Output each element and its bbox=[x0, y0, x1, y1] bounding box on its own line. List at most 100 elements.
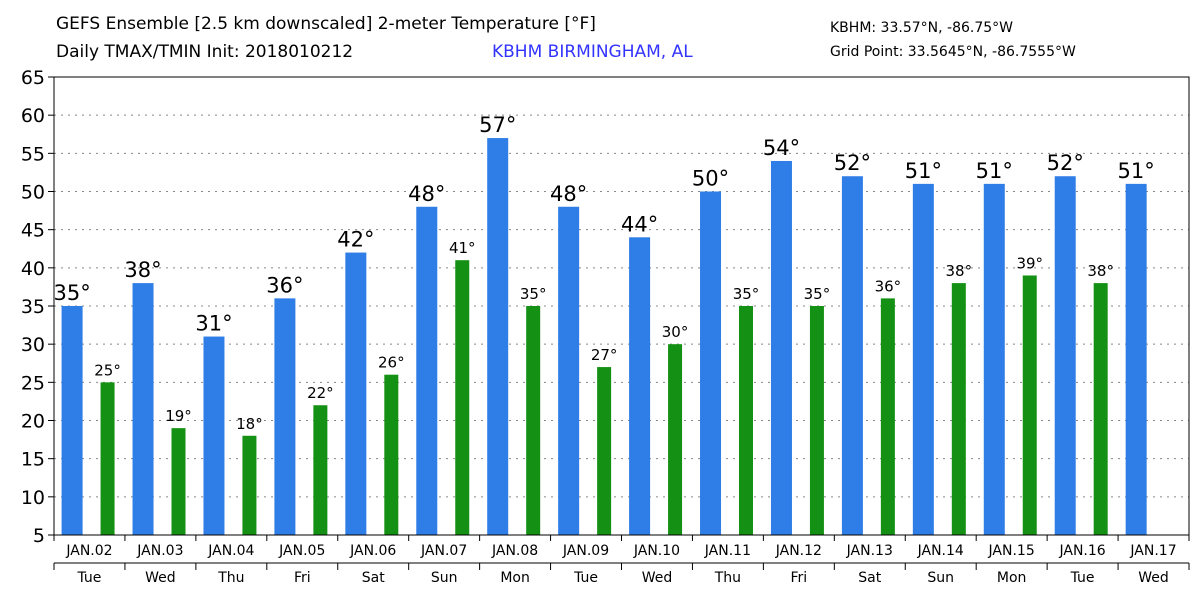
tmax-bar bbox=[841, 176, 863, 535]
y-tick-label: 25 bbox=[21, 372, 45, 394]
tmin-value-label: 26° bbox=[378, 354, 405, 372]
x-date-label: JAN.03 bbox=[136, 543, 183, 559]
y-tick-label: 65 bbox=[21, 67, 45, 89]
tmax-bar bbox=[203, 336, 225, 535]
x-day-label: Mon bbox=[997, 570, 1027, 586]
x-date-label: JAN.02 bbox=[65, 543, 112, 559]
station-coordinates: KBHM: 33.57°N, -86.75°W bbox=[830, 20, 1013, 36]
tmin-value-label: 36° bbox=[875, 277, 902, 295]
x-date-label: JAN.10 bbox=[633, 543, 680, 559]
x-day-label: Sun bbox=[431, 570, 458, 586]
tmax-value-label: 36° bbox=[266, 273, 303, 297]
tmin-bar bbox=[880, 298, 895, 535]
tmax-bar bbox=[770, 160, 792, 535]
y-tick-label: 10 bbox=[21, 487, 45, 509]
tmin-bar bbox=[455, 260, 470, 535]
tmax-value-label: 50° bbox=[692, 167, 729, 191]
tmax-value-label: 44° bbox=[621, 212, 658, 236]
tmin-bar bbox=[951, 283, 966, 535]
x-date-label: JAN.16 bbox=[1058, 543, 1105, 559]
tmax-value-label: 35° bbox=[53, 281, 90, 305]
tmax-bar bbox=[345, 252, 367, 536]
station-name: KBHM BIRMINGHAM, AL bbox=[492, 42, 693, 62]
x-day-label: Wed bbox=[145, 570, 176, 586]
x-day-label: Sun bbox=[927, 570, 954, 586]
x-date-label: JAN.14 bbox=[917, 543, 964, 559]
y-tick-label: 35 bbox=[21, 296, 45, 318]
tmax-bar bbox=[487, 138, 509, 536]
tmin-bar bbox=[668, 344, 683, 535]
tmin-value-label: 39° bbox=[1016, 254, 1043, 272]
tmax-bar bbox=[983, 183, 1005, 535]
x-day-label: Sat bbox=[858, 570, 881, 586]
chart-title: GEFS Ensemble [2.5 km downscaled] 2-mete… bbox=[56, 14, 596, 34]
tmax-value-label: 48° bbox=[550, 182, 587, 206]
tmax-bar bbox=[416, 206, 438, 535]
tmin-bar bbox=[738, 306, 753, 535]
tmin-bar bbox=[526, 306, 541, 535]
tmin-bar bbox=[809, 306, 824, 535]
tmax-value-label: 51° bbox=[905, 159, 942, 183]
tmax-bar bbox=[700, 191, 722, 535]
tmax-value-label: 52° bbox=[834, 151, 871, 175]
x-date-label: JAN.06 bbox=[349, 543, 396, 559]
tmin-bar bbox=[100, 382, 115, 535]
tmin-value-label: 38° bbox=[946, 262, 973, 280]
y-tick-label: 5 bbox=[33, 525, 45, 547]
tmin-bar bbox=[597, 367, 612, 535]
tmax-value-label: 54° bbox=[763, 136, 800, 160]
tmax-bar bbox=[1054, 176, 1076, 535]
tmin-value-label: 19° bbox=[165, 407, 192, 425]
tmax-bar bbox=[558, 206, 580, 535]
y-tick-label: 30 bbox=[21, 334, 45, 356]
tmin-value-label: 41° bbox=[449, 239, 476, 257]
tmax-bar bbox=[132, 283, 154, 535]
x-day-label: Tue bbox=[573, 570, 598, 586]
x-day-label: Thu bbox=[714, 570, 741, 586]
x-date-label: JAN.07 bbox=[420, 543, 467, 559]
x-date-label: JAN.08 bbox=[491, 543, 538, 559]
tmax-bar bbox=[912, 183, 934, 535]
tmax-bar bbox=[61, 306, 83, 535]
tmin-bar bbox=[313, 405, 328, 535]
x-day-label: Fri bbox=[791, 570, 808, 586]
tmin-bar bbox=[171, 428, 186, 535]
tmin-value-label: 38° bbox=[1087, 262, 1114, 280]
tmax-value-label: 42° bbox=[337, 228, 374, 252]
tmax-bar bbox=[1125, 183, 1147, 535]
grid-point-coordinates: Grid Point: 33.5645°N, -86.7555°W bbox=[830, 44, 1076, 60]
tmax-value-label: 51° bbox=[1118, 159, 1155, 183]
y-tick-label: 50 bbox=[21, 182, 45, 204]
y-tick-label: 20 bbox=[21, 411, 45, 433]
x-day-label: Tue bbox=[1070, 570, 1095, 586]
x-day-label: Tue bbox=[77, 570, 102, 586]
tmax-value-label: 51° bbox=[976, 159, 1013, 183]
x-date-label: JAN.15 bbox=[988, 543, 1035, 559]
x-date-label: JAN.05 bbox=[278, 543, 325, 559]
tmin-value-label: 27° bbox=[591, 346, 618, 364]
x-date-label: JAN.12 bbox=[775, 543, 822, 559]
tmin-value-label: 35° bbox=[520, 285, 547, 303]
tmin-value-label: 35° bbox=[733, 285, 760, 303]
chart-subtitle: Daily TMAX/TMIN Init: 2018010212 bbox=[56, 42, 354, 62]
tmin-value-label: 22° bbox=[307, 384, 334, 402]
x-date-label: JAN.17 bbox=[1129, 543, 1176, 559]
tmax-value-label: 31° bbox=[195, 312, 232, 336]
y-tick-label: 15 bbox=[21, 449, 45, 471]
tmin-bar bbox=[384, 374, 399, 535]
tmin-value-label: 30° bbox=[662, 323, 689, 341]
tmax-value-label: 48° bbox=[408, 182, 445, 206]
tmax-bar bbox=[274, 298, 296, 535]
tmin-bar bbox=[242, 435, 257, 535]
x-day-label: Sat bbox=[362, 570, 385, 586]
x-day-label: Thu bbox=[217, 570, 244, 586]
y-tick-label: 55 bbox=[21, 143, 45, 165]
x-date-label: JAN.13 bbox=[846, 543, 893, 559]
x-day-label: Fri bbox=[294, 570, 311, 586]
tmax-value-label: 52° bbox=[1047, 151, 1084, 175]
x-day-label: Mon bbox=[500, 570, 530, 586]
tmin-bar bbox=[1022, 275, 1037, 535]
x-date-label: JAN.09 bbox=[562, 543, 609, 559]
tmax-bar bbox=[629, 237, 651, 536]
